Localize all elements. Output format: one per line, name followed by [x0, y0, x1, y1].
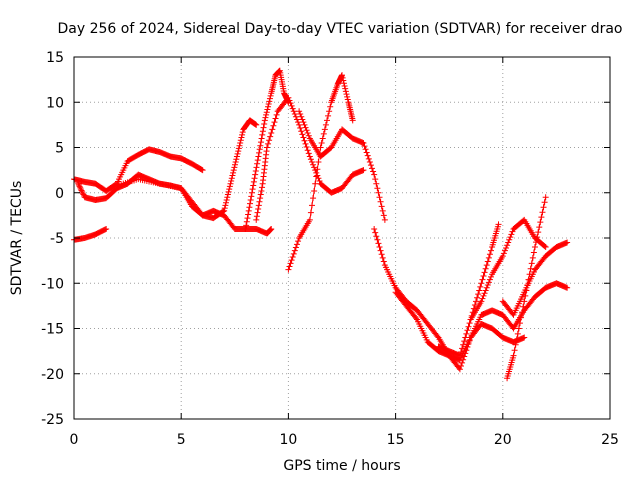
y-axis-title: SDTVAR / TECUs — [9, 181, 25, 296]
series-track-j — [371, 225, 571, 373]
series-plus-markers — [221, 117, 260, 214]
series-plus-markers — [392, 289, 528, 364]
y-tick-label: 5 — [55, 141, 64, 157]
axis-ticks: 0 5 10 15 20 25 -25 -20 -15 -10 -5 0 5 10 15 — [41, 50, 619, 448]
y-tick-label: 0 — [55, 186, 64, 202]
y-tick-label: -25 — [41, 412, 64, 428]
y-tick-label: -15 — [41, 322, 64, 338]
series-plus-markers — [253, 94, 367, 223]
series-track-m — [467, 216, 549, 323]
x-tick-label: 20 — [494, 432, 512, 448]
series-track-i — [296, 108, 388, 223]
data-series — [71, 67, 571, 382]
x-tick-label: 5 — [177, 432, 186, 448]
y-tick-label: -10 — [41, 276, 64, 292]
grid — [74, 57, 610, 419]
y-tick-label: 10 — [46, 95, 64, 111]
series-track-h — [285, 72, 356, 273]
series-track-k — [392, 289, 528, 364]
series-track-d — [113, 176, 275, 237]
series-plus-markers — [499, 239, 571, 318]
y-tick-label: -5 — [50, 231, 64, 247]
series-plus-markers — [285, 72, 356, 273]
series-plus-markers — [371, 225, 571, 373]
y-tick-label: -20 — [41, 367, 64, 383]
x-tick-label: 10 — [279, 432, 297, 448]
series-plus-markers — [435, 221, 502, 359]
series-plus-markers — [467, 216, 549, 323]
chart-title: Day 256 of 2024, Sidereal Day-to-day VTE… — [57, 21, 622, 37]
series-track-f — [242, 67, 292, 232]
x-axis-title: GPS time / hours — [283, 458, 400, 474]
series-track-g — [253, 94, 367, 223]
series-track-o — [499, 239, 571, 318]
x-tick-label: 15 — [387, 432, 405, 448]
x-tick-label: 0 — [70, 432, 79, 448]
y-tick-label: 15 — [46, 50, 64, 66]
series-plus-markers — [242, 67, 292, 232]
series-plus-markers — [296, 108, 388, 223]
x-tick-label: 25 — [601, 432, 619, 448]
series-plus-markers — [113, 176, 275, 237]
series-track-c — [71, 225, 110, 243]
series-track-e — [221, 117, 260, 214]
